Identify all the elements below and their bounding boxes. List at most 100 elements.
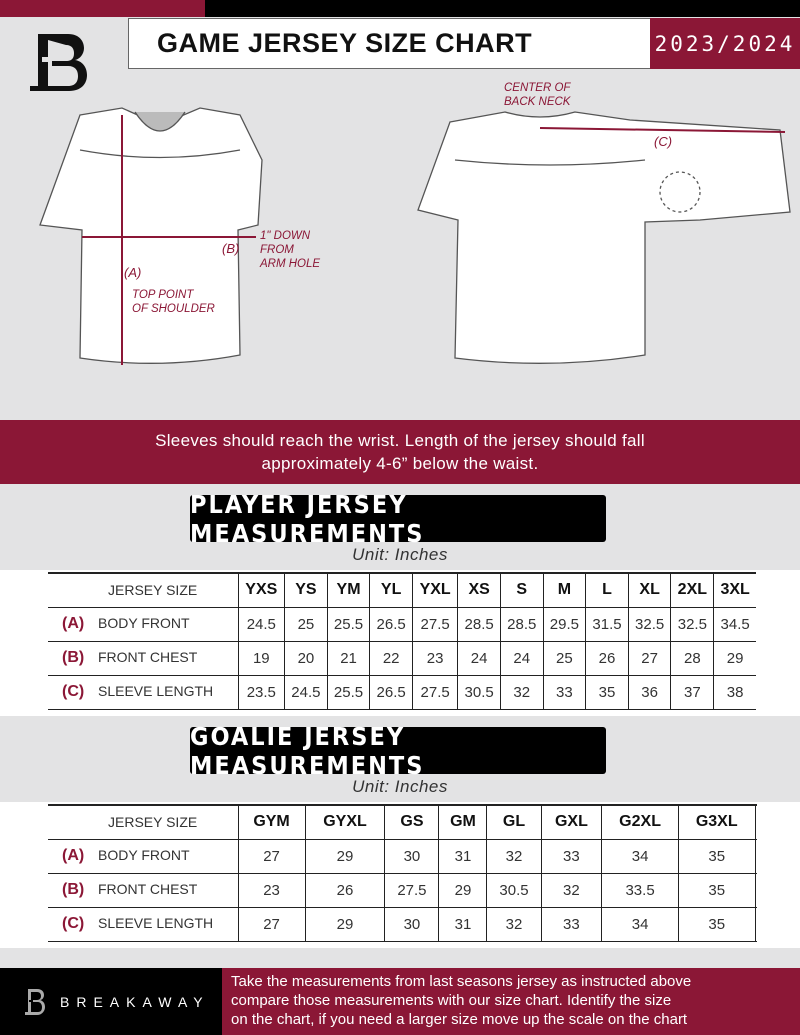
row-label: (B) FRONT CHEST: [48, 873, 238, 908]
table-cell: 25: [284, 607, 328, 642]
label-a: (A): [124, 265, 142, 280]
header-label: JERSEY SIZE: [48, 804, 238, 840]
table-row: (B) FRONT CHEST 19 20 21 22 23 24 24 25 26 27 28 29: [48, 641, 756, 676]
size-header: [754, 804, 756, 840]
table-cell: 30: [384, 839, 439, 874]
table-cell: 34.5: [713, 607, 756, 642]
size-header: G2XL: [601, 804, 679, 840]
table-cell: 36: [627, 675, 671, 710]
table-cell: 26: [585, 641, 629, 676]
table-cell: [754, 907, 756, 942]
table-cell: 35: [677, 873, 756, 908]
table-cell: 23: [237, 873, 306, 908]
row-code: (B): [62, 649, 85, 666]
table-cell: 32.5: [670, 607, 714, 642]
size-header: YXS: [237, 572, 285, 608]
row-name: FRONT CHEST: [98, 881, 198, 897]
measurement-lines: [82, 115, 786, 365]
fit-instructions-band: Sleeves should reach the wrist. Length o…: [0, 420, 800, 484]
table-cell: 27: [237, 907, 306, 942]
table-cell: 29: [713, 641, 756, 676]
table-header-row: JERSEY SIZE YXS YS YM YL YXL XS S M L XL 2XL 3XL: [48, 572, 756, 608]
table-cell: 35: [585, 675, 629, 710]
size-header: GM: [438, 804, 487, 840]
row-code: (A): [62, 615, 85, 632]
table-cell: 30: [384, 907, 439, 942]
player-section-title: PLAYER JERSEY MEASUREMENTS: [190, 490, 606, 548]
label-c: (C): [654, 134, 673, 149]
size-header: GS: [384, 804, 439, 840]
table-cell: 28.5: [457, 607, 501, 642]
table-cell: 21: [326, 641, 370, 676]
table-cell: 38: [713, 675, 756, 710]
row-label: (C) SLEEVE LENGTH: [48, 907, 238, 942]
arm-hole-note: 1" DOWN FROM ARM HOLE: [260, 230, 321, 270]
label-b: (B): [222, 241, 240, 256]
back-neck-note: CENTER OF BACK NECK: [504, 82, 571, 108]
table-cell: 24: [457, 641, 501, 676]
table-cell: 28.5: [499, 607, 544, 642]
table-cell: 22: [369, 641, 413, 676]
table-row: (A) BODY FRONT 24.5 25 25.5 26.5 27.5 28.5 28.5 2…: [48, 607, 756, 642]
table-cell: 25.5: [326, 675, 370, 710]
footer-brand: BREAKAWAY: [0, 968, 222, 1035]
goalie-section-title: GOALIE JERSEY MEASUREMENTS: [190, 722, 606, 780]
size-header: GXL: [540, 804, 602, 840]
player-size-table: JERSEY SIZE YXS YS YM YL YXL XS S M L XL 2XL 3XL (A) B…: [48, 572, 756, 710]
table-cell: 33.5: [601, 873, 679, 908]
table-cell: 30.5: [457, 675, 501, 710]
row-label: (B) FRONT CHEST: [48, 641, 238, 676]
front-jersey-illustration: [39, 107, 263, 364]
table-cell: 30.5: [486, 873, 542, 908]
table-cell: 24.5: [237, 607, 285, 642]
table-cell: 27.5: [384, 873, 439, 908]
table-cell: [754, 873, 756, 908]
table-cell: 29.5: [542, 607, 586, 642]
table-cell: 27: [627, 641, 671, 676]
player-unit: Unit: Inches: [352, 545, 448, 564]
table-cell: 32: [499, 675, 544, 710]
row-name: SLEEVE LENGTH: [98, 683, 214, 699]
top-accent-bar: [0, 0, 205, 17]
row-name: BODY FRONT: [98, 615, 190, 631]
table-header-row: JERSEY SIZE GYM GYXL GS GM GL GXL G2XL G3XL: [48, 804, 756, 840]
table-cell: 26: [304, 873, 385, 908]
size-header: G3XL: [677, 804, 756, 840]
top-black-bar: [205, 0, 800, 17]
row-label: (A) BODY FRONT: [48, 839, 238, 874]
table-cell: 35: [677, 907, 756, 942]
back-jersey-illustration: [417, 111, 791, 364]
table-cell: 27: [237, 839, 306, 874]
size-header: GYXL: [304, 804, 385, 840]
goalie-unit: Unit: Inches: [352, 777, 448, 796]
row-code: (A): [62, 847, 85, 864]
size-header: S: [499, 572, 544, 608]
row-name: SLEEVE LENGTH: [98, 915, 214, 931]
row-code: (C): [62, 683, 85, 700]
table-cell: 34: [601, 907, 679, 942]
table-cell: 20: [284, 641, 328, 676]
footer-instructions: Take the measurements from last seasons …: [222, 968, 800, 1035]
table-cell: 29: [438, 873, 487, 908]
row-code: (C): [62, 915, 85, 932]
table-cell: 29: [304, 907, 385, 942]
size-header: XS: [457, 572, 501, 608]
breakaway-logo: [30, 34, 87, 91]
row-label: (C) SLEEVE LENGTH: [48, 675, 238, 710]
size-header: YS: [284, 572, 328, 608]
table-cell: 32: [486, 907, 542, 942]
size-header: GYM: [237, 804, 306, 840]
table-cell: 29: [304, 839, 385, 874]
row-name: FRONT CHEST: [98, 649, 198, 665]
table-row: (C) SLEEVE LENGTH 23.5 24.5 25.5 26.5 27.5 30.5…: [48, 675, 756, 710]
table-cell: 27.5: [411, 675, 458, 710]
goalie-size-table: JERSEY SIZE GYM GYXL GS GM GL GXL G2XL G3XL (A) BO…: [48, 804, 756, 942]
shoulder-note: TOP POINT OF SHOULDER: [132, 289, 215, 315]
size-header: YXL: [411, 572, 458, 608]
table-cell: 24.5: [284, 675, 328, 710]
size-header: YM: [326, 572, 370, 608]
jersey-diagram: [39, 107, 791, 365]
size-header: 2XL: [670, 572, 714, 608]
table-cell: 26.5: [369, 675, 413, 710]
table-row: (C) SLEEVE LENGTH 27 29 30 31 32 33 34 35: [48, 907, 756, 942]
